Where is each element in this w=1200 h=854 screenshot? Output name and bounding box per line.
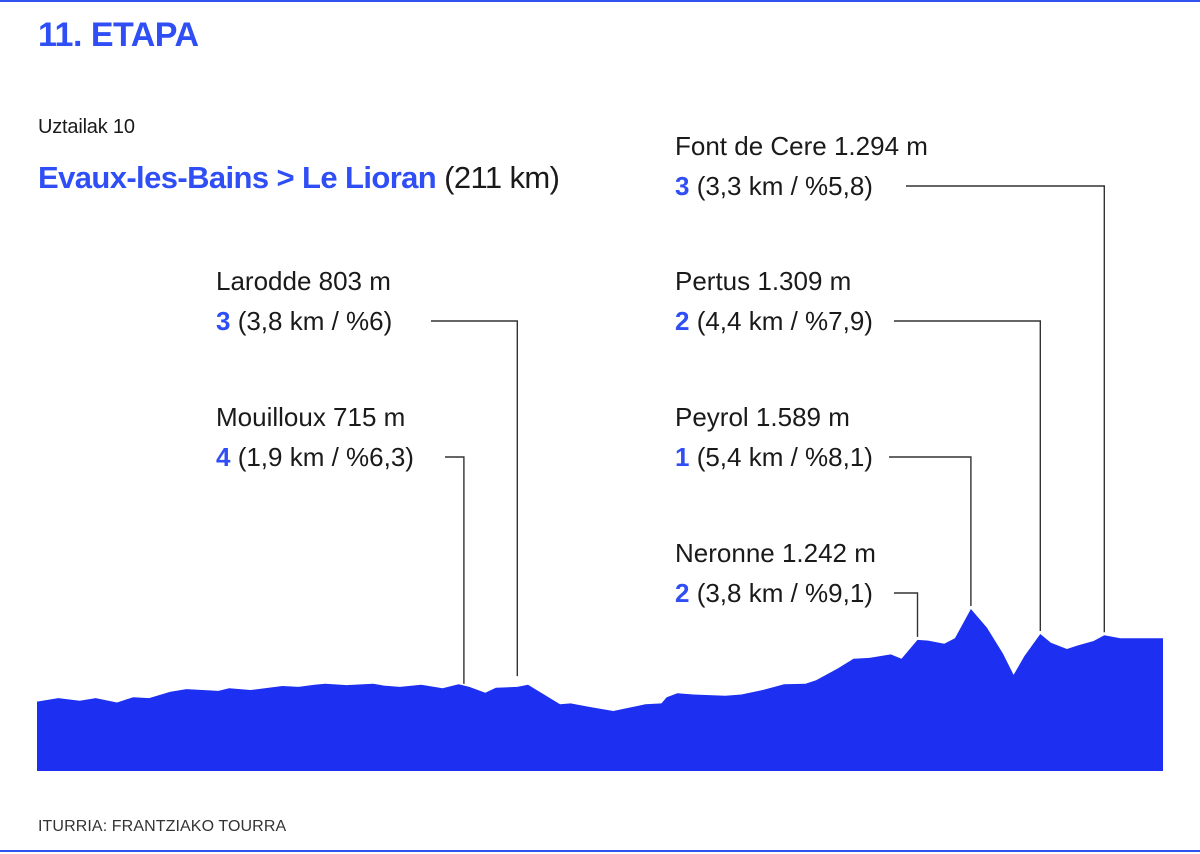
stage-title: 11. ETAPA bbox=[38, 16, 199, 54]
climb-category: 1 bbox=[675, 442, 689, 472]
climb-category: 3 bbox=[675, 171, 689, 201]
climb-category: 4 bbox=[216, 442, 231, 472]
route-name: Evaux-les-Bains > Le Lioran bbox=[38, 160, 437, 195]
climb-leader-line bbox=[445, 456, 465, 684]
climb-stats: 3 (3,3 km / %5,8) bbox=[675, 171, 873, 201]
climb-stats-text: (3,8 km / %9,1) bbox=[689, 578, 873, 608]
top-rule bbox=[0, 0, 1200, 2]
climb-stats-text: (1,9 km / %6,3) bbox=[230, 442, 414, 472]
climb-stats: 2 (4,4 km / %7,9) bbox=[675, 306, 873, 336]
bottom-rule bbox=[0, 850, 1200, 852]
climb-name: Larodde 803 m bbox=[216, 266, 391, 296]
climb-stats: 1 (5,4 km / %8,1) bbox=[675, 442, 873, 472]
climb-leader-line bbox=[894, 592, 919, 637]
climb-name: Font de Cere 1.294 m bbox=[675, 131, 928, 161]
climb-stats: 4 (1,9 km / %6,3) bbox=[216, 442, 414, 472]
climb-name: Neronne 1.242 m bbox=[675, 538, 876, 568]
climb-stats-text: (5,4 km / %8,1) bbox=[689, 442, 873, 472]
elevation-profile-area bbox=[37, 609, 1163, 771]
climb-stats-text: (4,4 km / %7,9) bbox=[689, 306, 873, 336]
climb-category: 3 bbox=[216, 306, 230, 336]
climb-label: Pertus 1.309 m 2 (4,4 km / %7,9) bbox=[675, 266, 1041, 631]
climb-stats-text: (3,8 km / %6) bbox=[230, 306, 392, 336]
climb-category: 2 bbox=[675, 306, 689, 336]
climb-leader-line bbox=[889, 456, 972, 606]
stage-date: Uztailak 10 bbox=[38, 116, 135, 138]
climb-label: Font de Cere 1.294 m 3 (3,3 km / %5,8) bbox=[675, 131, 1105, 633]
climb-name: Pertus 1.309 m bbox=[675, 266, 851, 296]
climb-label: Mouilloux 715 m 4 (1,9 km / %6,3) bbox=[216, 402, 465, 684]
climb-category: 2 bbox=[675, 578, 689, 608]
climb-stats: 3 (3,8 km / %6) bbox=[216, 306, 392, 336]
route-line: Evaux-les-Bains > Le Lioran (211 km) bbox=[38, 160, 560, 196]
climb-label: Larodde 803 m 3 (3,8 km / %6) bbox=[216, 266, 518, 677]
climb-name: Mouilloux 715 m bbox=[216, 402, 405, 432]
climb-name: Peyrol 1.589 m bbox=[675, 402, 850, 432]
climb-leader-line bbox=[431, 320, 518, 677]
climb-label: Peyrol 1.589 m 1 (5,4 km / %8,1) bbox=[675, 402, 972, 606]
climb-labels: Mouilloux 715 m4 (1,9 km / %6,3)Larodde … bbox=[216, 131, 1105, 684]
climb-label: Neronne 1.242 m 2 (3,8 km / %9,1) bbox=[675, 538, 919, 637]
source-note: ITURRIA: FRANTZIAKO TOURRA bbox=[38, 818, 287, 835]
climb-stats: 2 (3,8 km / %9,1) bbox=[675, 578, 873, 608]
climb-stats-text: (3,3 km / %5,8) bbox=[689, 171, 873, 201]
route-distance: (211 km) bbox=[444, 160, 560, 195]
climb-leader-line bbox=[894, 320, 1041, 631]
climb-leader-line bbox=[906, 185, 1105, 633]
